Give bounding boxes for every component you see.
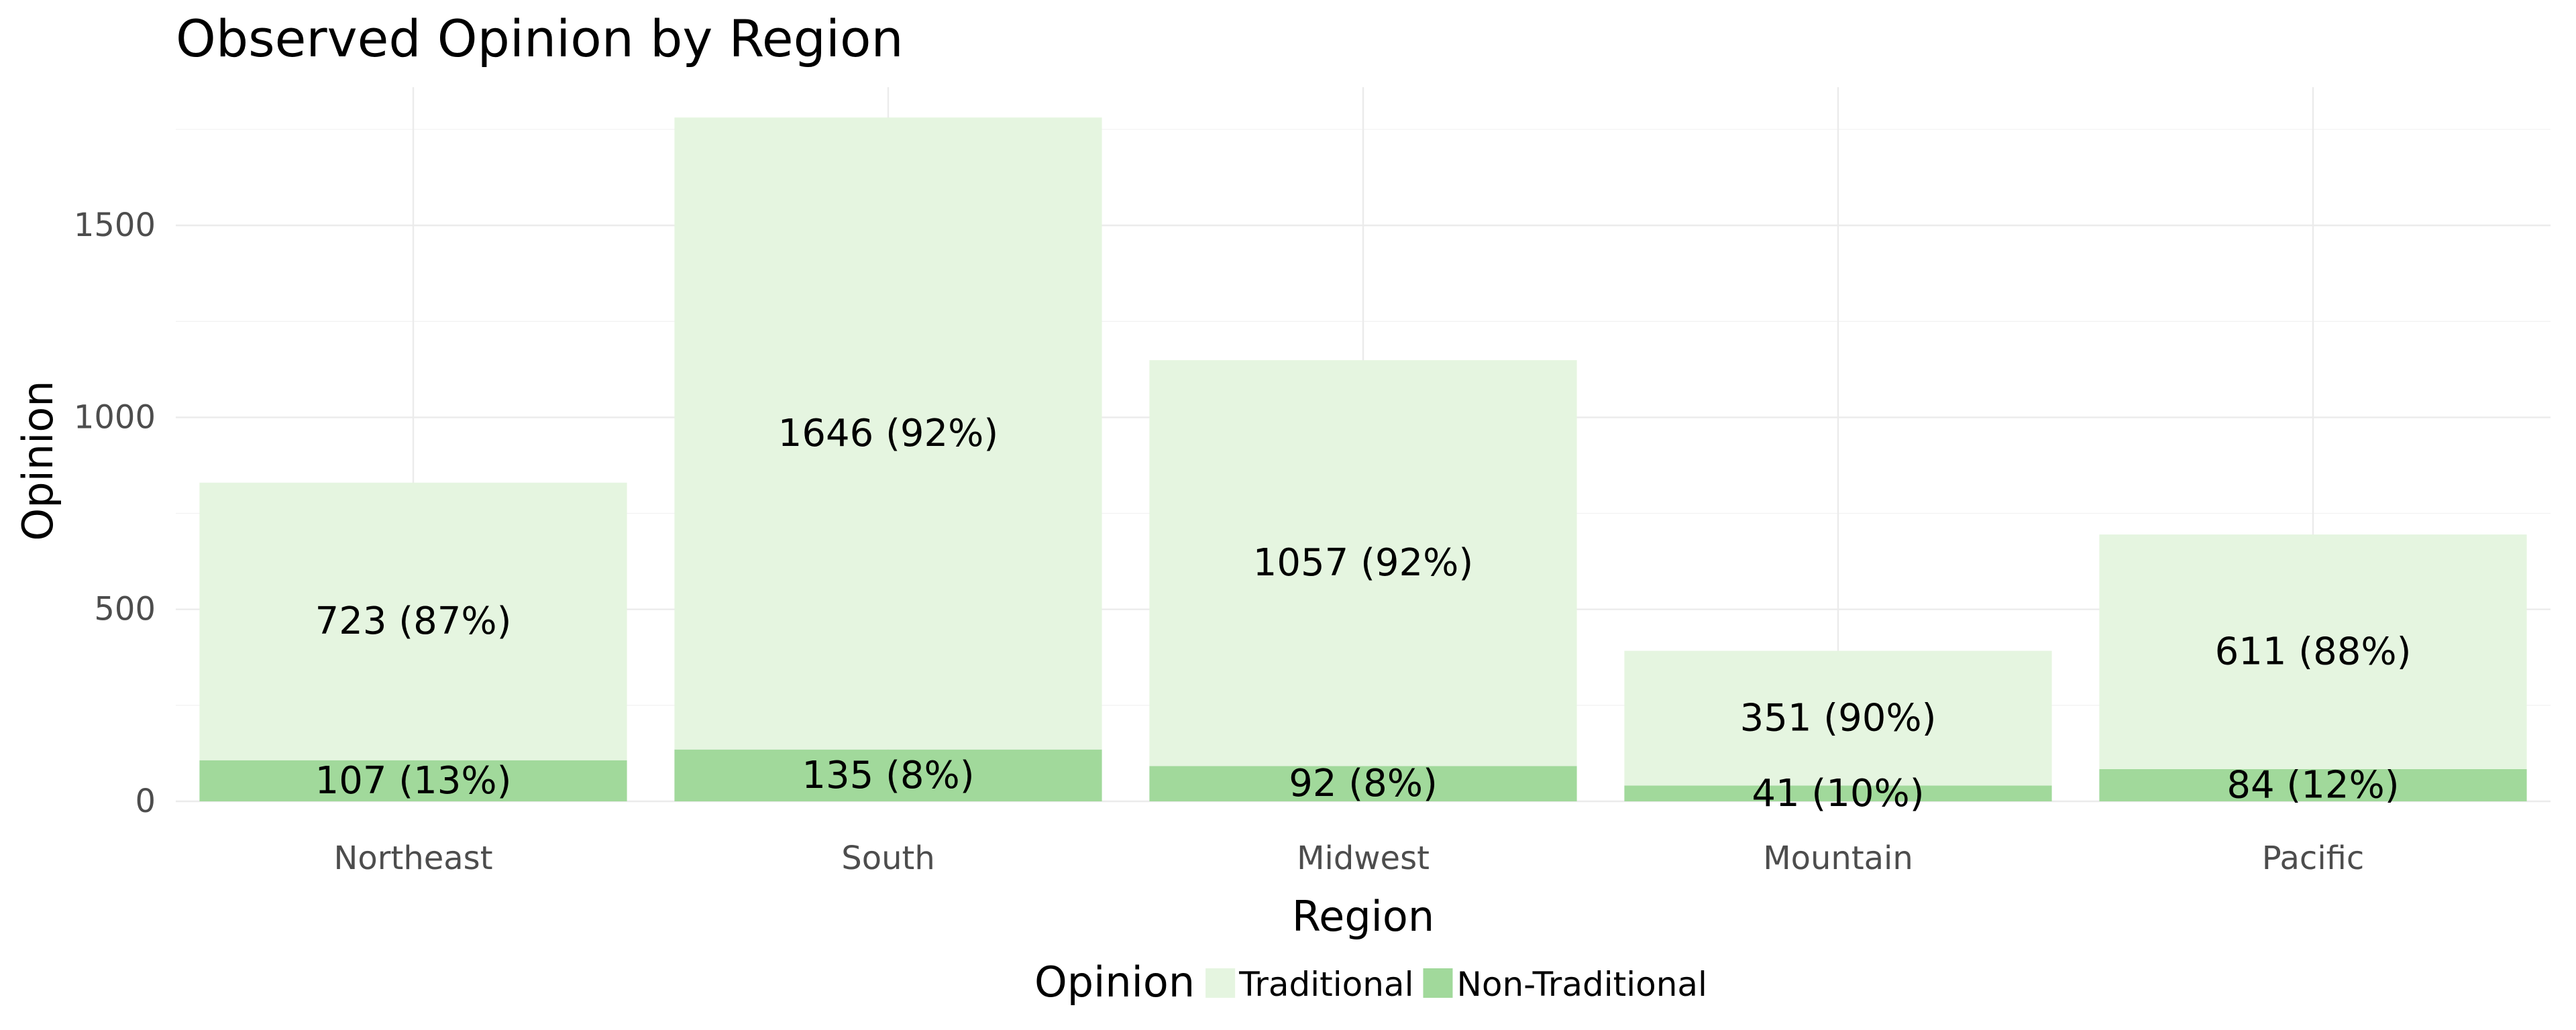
bar-non-traditional — [1149, 766, 1577, 801]
y-axis-ticks: 0 500 1000 1500 — [74, 207, 156, 820]
y-tick-label: 1000 — [74, 398, 156, 436]
bar-traditional — [1624, 650, 2052, 786]
legend-label-traditional: Traditional — [1238, 965, 1413, 1004]
bar-value-label: 1646 (92%) — [778, 412, 998, 455]
bar-traditional — [2099, 534, 2527, 769]
bar-value-label: 723 (87%) — [315, 599, 512, 643]
x-axis-title: Region — [1292, 892, 1434, 941]
x-tick-label: Northeast — [333, 840, 492, 877]
bar-value-label: 41 (10%) — [1752, 772, 1924, 815]
bar-value-label: 92 (8%) — [1289, 762, 1438, 805]
chart-title: Observed Opinion by Region — [176, 9, 904, 68]
x-tick-label: Midwest — [1297, 840, 1430, 877]
x-axis-ticks: Northeast South Midwest Mountain Pacific — [333, 840, 2364, 877]
legend-items: Traditional Non-Traditional — [1205, 965, 1707, 1004]
legend: Opinion Traditional Non-Traditional — [1034, 958, 1707, 1007]
y-tick-label: 1500 — [74, 207, 156, 244]
bar-labels: 107 (13%) 723 (87%) 135 (8%) 1646 (92%) 92 (… — [315, 412, 2412, 815]
x-tick-label: Mountain — [1763, 840, 1913, 877]
bar-traditional — [674, 117, 1102, 750]
legend-label-non-traditional: Non-Traditional — [1456, 965, 1707, 1004]
bar-value-label: 135 (8%) — [802, 754, 974, 797]
y-axis-title: Opinion — [13, 380, 62, 540]
bar-traditional — [199, 482, 627, 760]
legend-swatch-traditional — [1205, 968, 1236, 998]
bar-value-label: 351 (90%) — [1740, 697, 1937, 740]
bar-value-label: 611 (88%) — [2215, 630, 2412, 673]
bars — [199, 117, 2527, 801]
bar-non-traditional — [2099, 768, 2527, 801]
x-tick-label: South — [841, 840, 935, 877]
bar-non-traditional — [1624, 785, 2052, 801]
y-tick-label: 500 — [94, 591, 156, 628]
x-tick-label: Pacific — [2262, 840, 2365, 877]
legend-title: Opinion — [1034, 958, 1195, 1007]
y-tick-label: 0 — [135, 783, 156, 820]
bar-value-label: 1057 (92%) — [1253, 541, 1473, 585]
bar-non-traditional — [199, 760, 627, 801]
bar-non-traditional — [674, 749, 1102, 801]
bar-value-label: 84 (12%) — [2226, 763, 2399, 807]
bar-value-label: 107 (13%) — [315, 759, 512, 803]
bar-traditional — [1149, 360, 1577, 766]
legend-swatch-non-traditional — [1423, 968, 1453, 998]
